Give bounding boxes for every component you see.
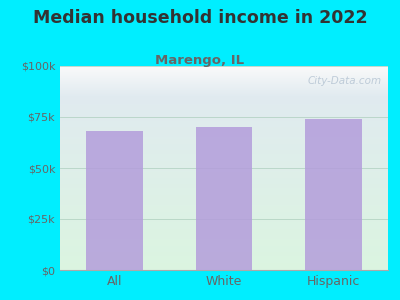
Text: City-Data.com: City-Data.com — [307, 76, 382, 86]
Text: Marengo, IL: Marengo, IL — [156, 54, 244, 67]
Bar — [196, 127, 252, 270]
Bar — [86, 131, 143, 270]
Text: Median household income in 2022: Median household income in 2022 — [33, 9, 367, 27]
Bar — [305, 119, 362, 270]
